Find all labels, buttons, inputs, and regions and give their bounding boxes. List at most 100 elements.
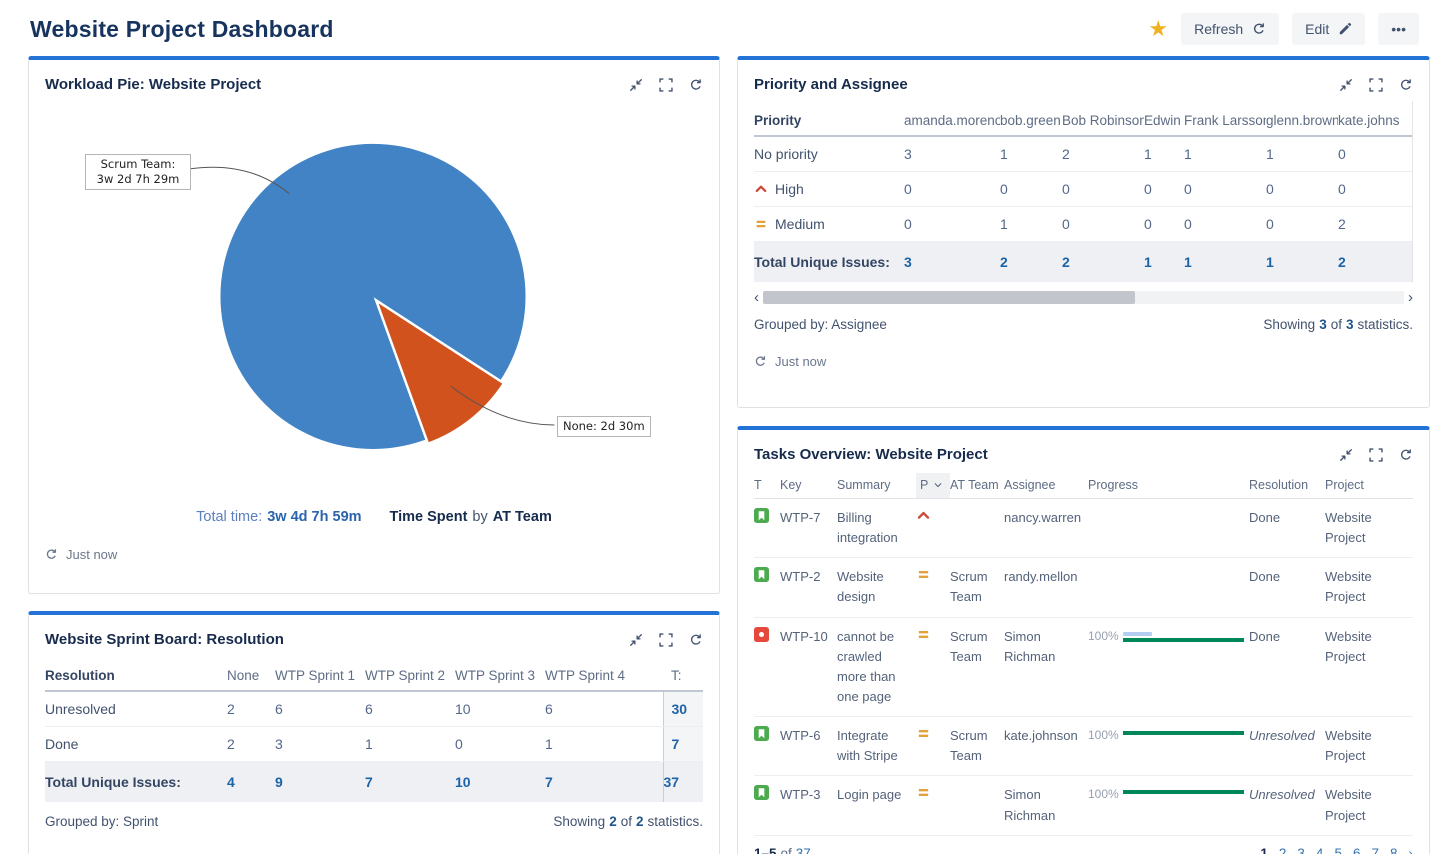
project-cell: Website Project — [1325, 775, 1413, 836]
refresh-gadget-icon[interactable] — [689, 78, 703, 92]
favorite-star-icon[interactable]: ★ — [1148, 16, 1169, 41]
team-cell: Scrum Team — [950, 716, 1004, 777]
scroll-left-icon[interactable]: ‹ — [754, 289, 759, 306]
pie-label-none: None: 2d 30m — [557, 416, 651, 437]
project-cell: Website Project — [1325, 498, 1413, 559]
team-cell: Scrum Team — [950, 617, 1004, 718]
task-row: WTP-6 Integrate with Stripe Scrum Team kate… — [754, 716, 1413, 777]
scroll-right-icon[interactable]: › — [1408, 289, 1413, 306]
issue-key[interactable]: WTP-6 — [780, 716, 837, 777]
progress-cell — [1088, 498, 1249, 559]
page-link-3[interactable]: 3 — [1297, 845, 1305, 854]
refresh-gadget-icon[interactable] — [1399, 448, 1413, 462]
stat-cell: 1 — [1144, 136, 1184, 172]
page-link-8[interactable]: 8 — [1389, 845, 1398, 854]
medium-priority-icon — [916, 567, 931, 582]
page-link-5[interactable]: 5 — [1334, 845, 1342, 854]
story-icon — [754, 508, 769, 523]
gadget-header: Workload Pie: Website Project — [45, 60, 703, 101]
maximize-icon[interactable] — [659, 632, 673, 647]
refresh-small-icon[interactable] — [754, 355, 767, 368]
medium-priority-icon — [916, 627, 931, 642]
project-cell: Website Project — [1325, 617, 1413, 718]
issue-key[interactable]: WTP-2 — [780, 557, 837, 618]
issue-summary: Billing integration — [837, 498, 916, 559]
gadget-sprint-board: Website Sprint Board: Resolution Resolut… — [28, 611, 720, 854]
stat-column-header: WTP Sprint 4 — [545, 662, 663, 692]
stat-cell: 1 — [1266, 136, 1338, 172]
page-link-7[interactable]: 7 — [1371, 845, 1379, 854]
stat-total-row: Total Unique Issues: 4 9 7 10 7 37 — [45, 761, 703, 802]
stat-total-label: Total Unique Issues: — [754, 241, 904, 282]
more-options-icon: ••• — [1391, 21, 1406, 37]
stat-cell: 0 — [1062, 206, 1144, 242]
page-link-6[interactable]: 6 — [1352, 845, 1361, 854]
stat-column-header: None — [227, 662, 275, 692]
issue-key[interactable]: WTP-7 — [780, 498, 837, 559]
gadget-header: Tasks Overview: Website Project — [754, 430, 1413, 471]
scrollbar-thumb[interactable] — [763, 291, 1135, 304]
legend-by: by — [472, 509, 488, 525]
stat-cell: 0 — [1338, 136, 1412, 172]
stat-row-label-text: High — [775, 181, 804, 197]
progress-cell: 100% — [1088, 617, 1249, 718]
pencil-icon — [1340, 22, 1352, 35]
more-options-button[interactable]: ••• — [1378, 13, 1419, 45]
minimize-icon[interactable] — [629, 633, 643, 647]
gadget-header: Priority and Assignee — [754, 60, 1413, 101]
edit-button[interactable]: Edit — [1292, 13, 1366, 45]
refresh-button[interactable]: Refresh — [1181, 13, 1280, 45]
stat-row-label-text: Unresolved — [45, 701, 116, 717]
sprint-footer: Grouped by: Sprint Showing 2 of 2 statistics… — [45, 814, 703, 829]
refresh-gadget-icon[interactable] — [689, 633, 703, 647]
bug-icon — [754, 626, 769, 642]
gadget-title: Workload Pie: Website Project — [45, 76, 262, 93]
progress-percent: 100% — [1088, 628, 1119, 643]
stat-total-cell: 1 — [1144, 241, 1184, 282]
refresh-small-icon[interactable] — [45, 548, 58, 561]
stat-total-cell: 7 — [365, 761, 455, 802]
pie-slice-none[interactable] — [373, 297, 506, 446]
progress-bars — [1122, 785, 1244, 804]
scrollbar-track[interactable] — [763, 291, 1404, 304]
progress-track — [1122, 637, 1244, 642]
tasks-column-header-p[interactable]: P — [916, 473, 950, 499]
issue-type-cell — [754, 716, 780, 777]
minimize-icon[interactable] — [1339, 78, 1353, 92]
stat-row-label-text: Done — [45, 736, 79, 752]
assignee-cell: Simon Richman — [1004, 775, 1088, 836]
stat-cell: 2 — [227, 726, 275, 762]
minimize-icon[interactable] — [1339, 448, 1353, 462]
maximize-icon[interactable] — [659, 77, 673, 92]
last-updated: Just now — [45, 547, 703, 562]
maximize-icon[interactable] — [1369, 77, 1383, 92]
right-column: Priority and Assignee Priority amanda.mor… — [737, 56, 1430, 854]
stat-cell: 1 — [1184, 136, 1266, 172]
issue-key[interactable]: WTP-10 — [780, 617, 837, 718]
maximize-icon[interactable] — [1369, 447, 1383, 462]
resolution-cell: Done — [1249, 498, 1325, 559]
tasks-column-header-summary: Summary — [837, 473, 916, 499]
stat-row: High 0 0 0 0 0 0 0 — [754, 171, 1412, 207]
resolution-cell: Unresolved — [1249, 716, 1325, 777]
pie-svg[interactable] — [45, 101, 703, 502]
progress-percent: 100% — [1088, 787, 1119, 802]
stat-column-header: bob.green — [1000, 107, 1062, 137]
stat-column-header: WTP Sprint 3 — [455, 662, 545, 692]
minimize-icon[interactable] — [629, 78, 643, 92]
stat-row-label-text: Medium — [775, 216, 825, 232]
gadget-title: Priority and Assignee — [754, 76, 908, 93]
stat-row-label-text: No priority — [754, 146, 818, 162]
showing-stats: Showing 2 of 2 statistics. — [553, 814, 703, 829]
stat-cell: 2 — [227, 691, 275, 727]
issue-key[interactable]: WTP-3 — [780, 775, 837, 836]
pie-label-scrum-team: Scrum Team: 3w 2d 7h 29m — [85, 154, 191, 190]
page-link-4[interactable]: 4 — [1315, 845, 1324, 854]
refresh-gadget-icon[interactable] — [1399, 78, 1413, 92]
refresh-icon — [1254, 23, 1265, 34]
priority-assignee-table: Priority amanda.moreno bob.green Bob Robins… — [754, 107, 1412, 282]
next-page-icon[interactable]: › — [1408, 845, 1414, 854]
page-link-2[interactable]: 2 — [1278, 845, 1287, 854]
stat-total-cell: 3 — [904, 241, 1000, 282]
task-row: WTP-2 Website design Scrum Team randy.mello… — [754, 557, 1413, 618]
